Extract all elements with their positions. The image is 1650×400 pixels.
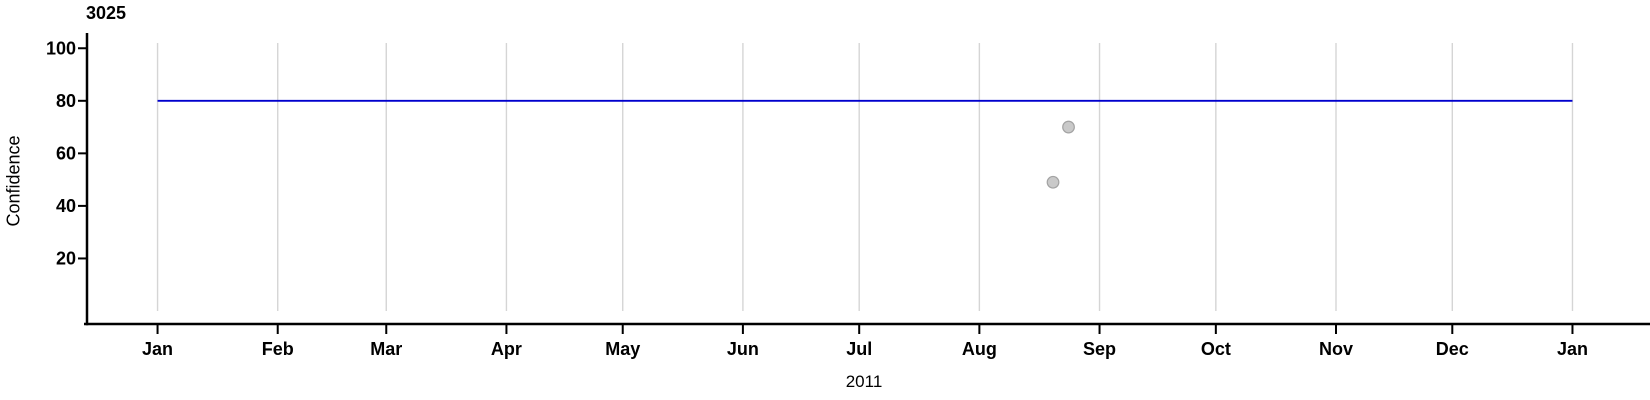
- x-tick-label: Sep: [1083, 339, 1116, 359]
- x-tick-label: Jun: [727, 339, 759, 359]
- x-tick-label: Nov: [1319, 339, 1353, 359]
- y-tick-label: 40: [56, 196, 76, 216]
- x-tick-label: Mar: [370, 339, 402, 359]
- y-tick-label: 100: [46, 38, 76, 58]
- x-tick-label: Jan: [142, 339, 173, 359]
- x-tick-label: Aug: [962, 339, 997, 359]
- x-tick-label: Jan: [1557, 339, 1588, 359]
- x-tick-label: Dec: [1436, 339, 1469, 359]
- x-tick-label: Oct: [1201, 339, 1231, 359]
- y-tick-label: 60: [56, 143, 76, 163]
- y-tick-label: 20: [56, 248, 76, 268]
- data-point: [1062, 120, 1075, 134]
- y-tick-label: 80: [56, 91, 76, 111]
- x-tick-label: May: [605, 339, 640, 359]
- x-axis-title: 2011: [845, 372, 883, 391]
- x-tick-label: Feb: [262, 339, 294, 359]
- x-tick-label: Jul: [846, 339, 872, 359]
- x-tick-label: Apr: [491, 339, 522, 359]
- chart-title: 3025: [86, 3, 127, 23]
- data-point: [1046, 175, 1060, 189]
